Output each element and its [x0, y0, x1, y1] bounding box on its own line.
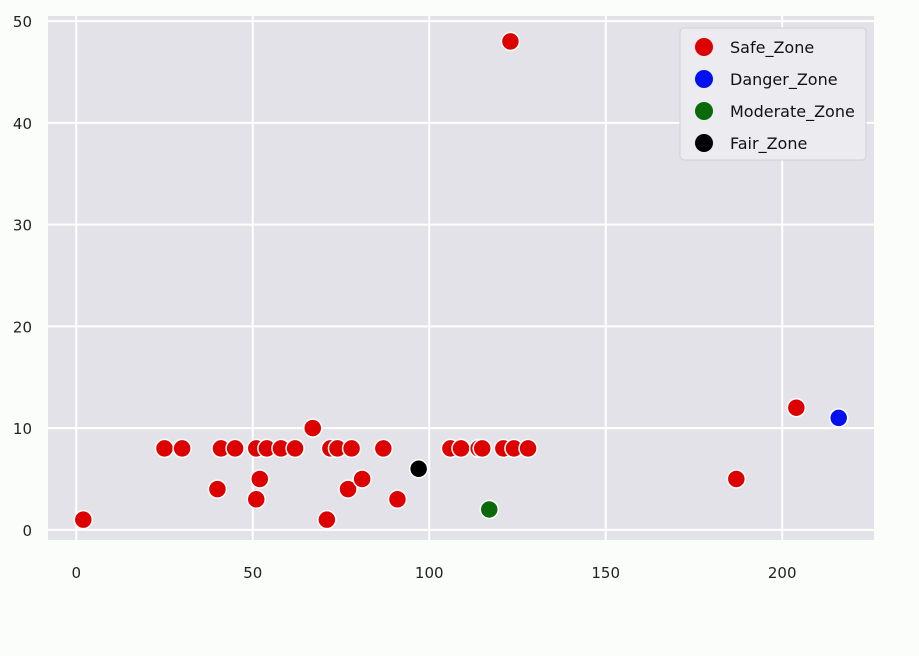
point-safe-zone — [451, 438, 471, 459]
x-tick-label: 100 — [415, 564, 444, 582]
point-safe-zone — [518, 438, 538, 459]
data-points — [73, 31, 849, 530]
point-safe-zone — [246, 489, 267, 510]
point-safe-zone — [154, 438, 175, 459]
point-fair-zone — [408, 459, 429, 479]
legend-marker-safe-zone — [695, 38, 713, 56]
point-safe-zone — [726, 469, 747, 489]
point-safe-zone — [207, 479, 228, 499]
legend-marker-danger-zone — [695, 70, 713, 88]
y-tick-label: 0 — [22, 522, 32, 540]
point-safe-zone — [285, 438, 305, 459]
point-safe-zone — [373, 438, 394, 459]
legend-label-fair-zone: Fair_Zone — [730, 134, 807, 154]
x-tick-label: 50 — [243, 564, 262, 582]
legend-label-danger-zone: Danger_Zone — [730, 70, 838, 90]
point-safe-zone — [472, 438, 492, 459]
point-safe-zone — [225, 438, 245, 459]
y-tick-label: 10 — [13, 420, 32, 438]
point-safe-zone — [73, 509, 94, 530]
point-safe-zone — [338, 479, 358, 499]
x-tick-label: 150 — [591, 564, 620, 582]
point-safe-zone — [352, 469, 372, 489]
legend: Safe_Zone Danger_Zone Moderate_Zone Fair_Zo… — [679, 27, 867, 161]
point-safe-zone — [172, 438, 192, 459]
legend-label-safe-zone: Safe_Zone — [730, 38, 814, 58]
x-tick-label: 200 — [768, 564, 797, 582]
legend-marker-fair-zone — [695, 134, 713, 152]
point-safe-zone — [317, 509, 337, 530]
y-tick-label: 20 — [13, 318, 32, 336]
y-tick-label: 40 — [13, 115, 32, 133]
y-tick-label: 30 — [13, 217, 32, 235]
legend-label-moderate-zone: Moderate_Zone — [730, 102, 855, 122]
legend-marker-moderate-zone — [695, 102, 713, 120]
axis-ticks: 0 50 100 150 200 0 10 20 30 40 50 — [13, 13, 797, 582]
point-safe-zone — [500, 31, 521, 52]
point-danger-zone — [828, 408, 849, 428]
point-safe-zone — [387, 489, 408, 510]
x-tick-label: 0 — [71, 564, 81, 582]
legend-box — [679, 27, 867, 161]
point-moderate-zone — [479, 499, 499, 520]
y-tick-label: 50 — [13, 13, 32, 31]
point-safe-zone — [786, 397, 807, 418]
point-safe-zone — [302, 418, 323, 438]
point-safe-zone — [341, 438, 362, 459]
point-safe-zone — [250, 469, 270, 489]
